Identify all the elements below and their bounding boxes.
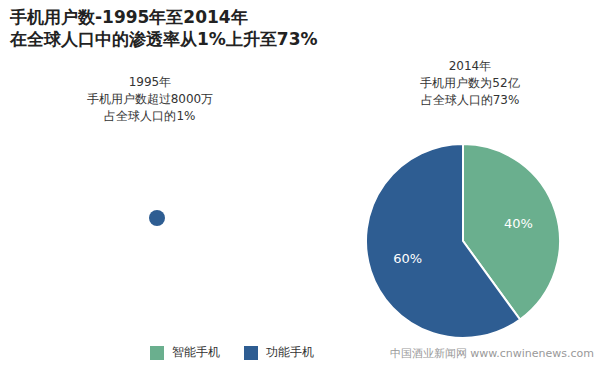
- html-text:2014年: 2014年: [448, 59, 492, 73]
- svg-text:60%: 60%: [393, 251, 422, 266]
- html-text:在全球人口中的渗透率从1%上升至73%: 在全球人口中的渗透率从1%上升至73%: [10, 29, 318, 49]
- html-text:占全球人口的1%: 占全球人口的1%: [104, 109, 196, 123]
- html-text:手机用户数超过8000万: 手机用户数超过8000万: [86, 92, 214, 106]
- html-text:1995年: 1995年: [128, 75, 172, 89]
- html-text:功能手机: 功能手机: [266, 345, 314, 359]
- html-text:手机用户数为52亿: 手机用户数为52亿: [420, 76, 520, 90]
- svg-text:40%: 40%: [504, 216, 533, 231]
- html-text:占全球人口的73%: 占全球人口的73%: [420, 93, 520, 107]
- html-text:中国酒业新闻网 www.cnwinenews.com: 中国酒业新闻网 www.cnwinenews.com: [389, 347, 594, 360]
- html-text:手机用户数-1995年至2014年: 手机用户数-1995年至2014年: [10, 7, 248, 27]
- html-text:智能手机: 智能手机: [172, 345, 220, 359]
